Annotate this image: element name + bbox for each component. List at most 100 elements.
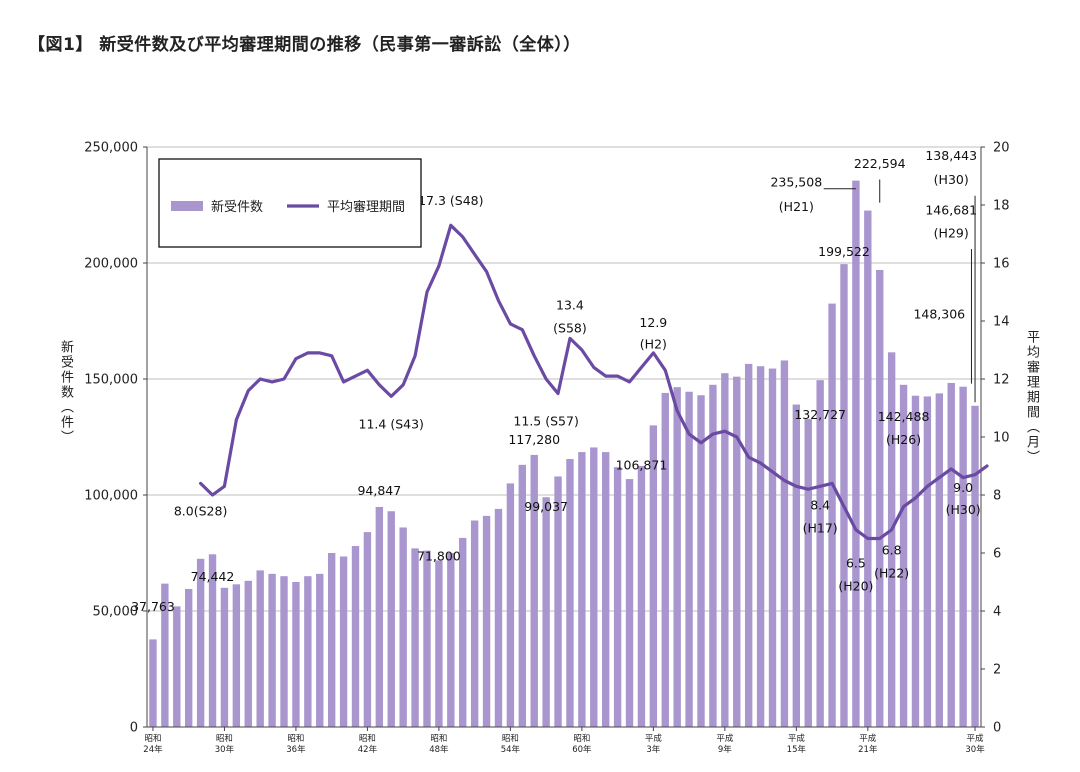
bar-H15 <box>792 404 801 727</box>
bar-S45 <box>399 527 407 727</box>
data-label: 37,763 <box>131 599 175 614</box>
bar-H24 <box>899 384 908 727</box>
data-label: (H21) <box>779 199 814 214</box>
bar-S63 <box>613 467 622 727</box>
x-tick-label-line2: 30年 <box>215 744 235 755</box>
data-label: 138,443 <box>925 148 977 163</box>
line-series <box>199 223 989 541</box>
y-right-tick-label: 12 <box>993 373 1010 388</box>
y-right-tick-label: 20 <box>993 141 1010 156</box>
bar-H26 <box>923 396 932 727</box>
data-label: (H29) <box>934 225 969 240</box>
bar-H8 <box>709 384 717 727</box>
data-label: 99,037 <box>524 499 568 514</box>
data-label: 11.4 (S43) <box>359 416 424 431</box>
bar-S53 <box>494 508 503 727</box>
bar-S61 <box>590 447 598 727</box>
x-tick-label-line2: 24年 <box>143 744 163 755</box>
x-tick-label-line1: 平成 <box>788 733 806 744</box>
bar-H3 <box>649 425 658 727</box>
y-left-tick-label: 250,000 <box>84 141 138 156</box>
data-label: 148,306 <box>913 307 965 322</box>
data-label: (H30) <box>934 172 969 187</box>
bar-H9 <box>721 373 729 727</box>
x-tick-label-line1: 平成 <box>716 733 734 744</box>
data-label: 6.5 <box>846 556 866 571</box>
bar-S46 <box>411 548 419 727</box>
x-tick-label-line1: 昭和 <box>287 734 304 744</box>
bar-H21 <box>864 210 872 728</box>
bar-S50 <box>459 537 467 727</box>
data-label: 94,847 <box>357 483 401 498</box>
bar-H10 <box>733 376 741 727</box>
bar-H30 <box>971 405 979 727</box>
x-tick-label-line2: 54年 <box>501 744 521 755</box>
x-tick-label-line2: 9年 <box>718 744 732 755</box>
bar-H25 <box>911 395 920 727</box>
bar-S54 <box>506 483 515 727</box>
y-left-tick-label: 50,000 <box>93 605 139 620</box>
bar-H27 <box>935 393 943 727</box>
bar-H11 <box>744 363 753 727</box>
data-label: 8.4 <box>810 498 830 513</box>
bar-H20 <box>852 180 860 727</box>
y-left-axis-label: 新受件数（件） <box>58 340 73 445</box>
x-tick-label-line2: 48年 <box>429 744 449 755</box>
bar-H13 <box>768 368 777 727</box>
bar-S44 <box>387 511 395 727</box>
bar-H17 <box>816 380 824 727</box>
data-label: 74,442 <box>191 569 235 584</box>
bar-H19 <box>840 264 848 727</box>
bar-H7 <box>697 395 705 727</box>
data-label: 146,681 <box>925 202 977 217</box>
legend-line-label: 平均審理期間 <box>327 200 405 215</box>
y-left-tick-label: 150,000 <box>84 373 138 388</box>
legend-bar-swatch <box>171 201 203 211</box>
x-tick-label-line2: 42年 <box>358 744 378 755</box>
bar-S24 <box>149 639 157 727</box>
bar-H1 <box>625 479 634 727</box>
bar-S26 <box>173 606 181 727</box>
data-label: 12.9 <box>639 315 667 330</box>
data-label: (H2) <box>640 337 667 352</box>
x-tick-label-line2: 60年 <box>572 744 592 755</box>
bar-H16 <box>804 419 812 727</box>
y-right-tick-label: 2 <box>993 663 1001 678</box>
x-tick-label-line2: 36年 <box>286 744 306 755</box>
x-tick-label-line2: 21年 <box>858 744 878 755</box>
y-right-ticks: 0 2 4 6 8 10 12 14 16 18 20 <box>981 141 1010 736</box>
x-tick-label-line1: 昭和 <box>573 734 590 744</box>
bar-H4 <box>661 392 669 727</box>
bar-S37 <box>304 576 312 727</box>
data-label: (H30) <box>946 502 981 517</box>
x-tick-label-line1: 平成 <box>645 733 663 744</box>
bar-S43 <box>375 506 384 727</box>
data-label: (S58) <box>553 321 587 336</box>
data-label: 11.5 (S57) <box>513 413 578 428</box>
y-left-tick-label: 100,000 <box>84 489 138 504</box>
bar-S35 <box>280 576 288 727</box>
data-label: 142,488 <box>878 409 930 424</box>
bar-S29 <box>208 554 217 727</box>
bar-series <box>149 180 979 728</box>
x-tick-label-line1: 平成 <box>859 733 877 744</box>
x-tick-label-line1: 昭和 <box>359 734 376 744</box>
data-label: 13.4 <box>556 297 584 312</box>
bar-H23 <box>887 352 896 727</box>
bar-H22 <box>876 269 884 727</box>
bar-S32 <box>244 580 252 727</box>
data-label: 117,280 <box>508 432 560 447</box>
x-tick-label-line1: 昭和 <box>430 734 447 744</box>
bar-H6 <box>685 391 693 727</box>
data-label: 71,800 <box>417 548 461 563</box>
bar-S30 <box>220 587 229 727</box>
bar-S51 <box>470 520 479 727</box>
y-right-axis-label: 平均審理期間（月） <box>1024 330 1039 465</box>
data-label: 222,594 <box>854 156 906 171</box>
bar-H12 <box>756 366 765 727</box>
x-tick-label-line1: 平成 <box>967 733 985 744</box>
bar-H2 <box>637 466 646 727</box>
bar-S27 <box>185 588 193 727</box>
bar-S41 <box>351 546 360 727</box>
